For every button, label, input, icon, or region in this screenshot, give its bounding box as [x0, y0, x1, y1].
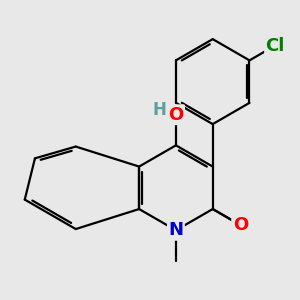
- Text: H: H: [153, 100, 167, 118]
- Text: N: N: [168, 221, 183, 239]
- Text: O: O: [168, 106, 184, 124]
- Text: O: O: [233, 216, 248, 234]
- Text: Cl: Cl: [266, 37, 285, 55]
